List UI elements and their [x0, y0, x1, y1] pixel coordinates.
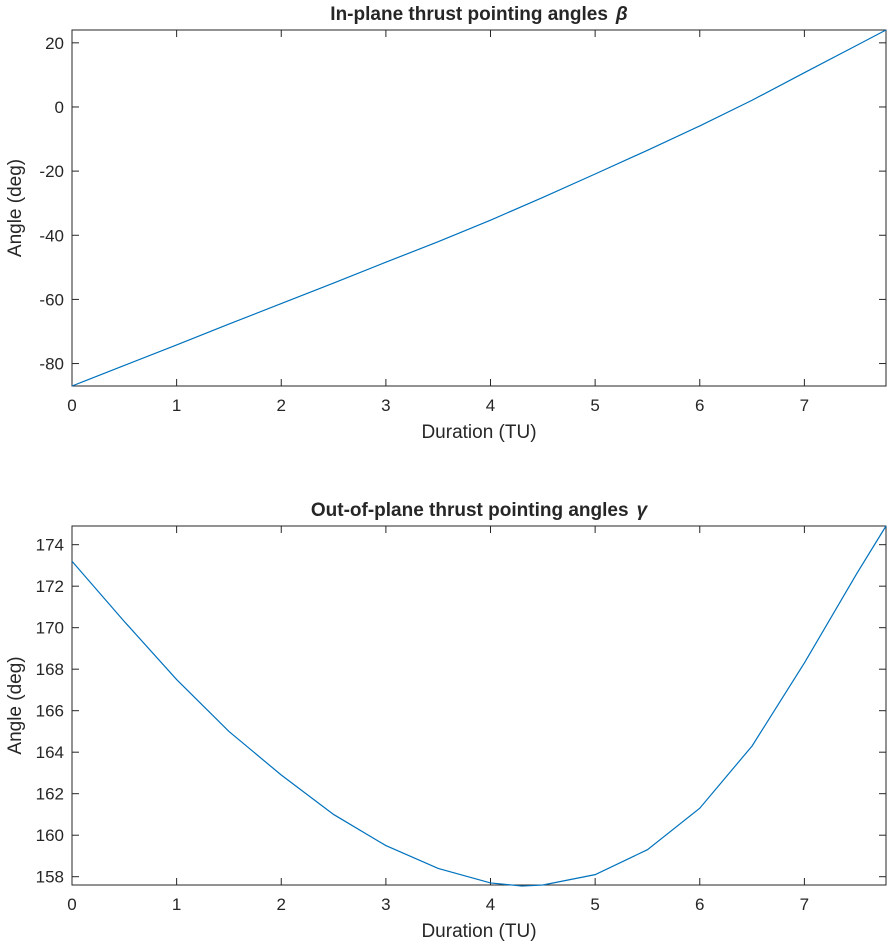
- y-tick-label: 170: [36, 619, 64, 638]
- chart-title-text: In-plane thrust pointing angles: [330, 4, 608, 25]
- x-axis-label: Duration (TU): [421, 422, 536, 443]
- y-tick-label: -60: [39, 290, 64, 309]
- x-tick-label: 6: [695, 895, 704, 914]
- chart-title-text: Out-of-plane thrust pointing angles: [311, 500, 629, 521]
- x-tick-label: 5: [590, 895, 599, 914]
- y-tick-label: 166: [36, 702, 64, 721]
- x-tick-label: 0: [67, 396, 76, 415]
- x-tick-label: 2: [277, 396, 286, 415]
- x-tick-label: 3: [381, 396, 390, 415]
- y-tick-label: 168: [36, 660, 64, 679]
- x-tick-label: 6: [695, 396, 704, 415]
- chart-title-symbol: β: [615, 4, 628, 25]
- y-axis-label: Angle (deg): [5, 159, 26, 257]
- axes-box: [71, 525, 887, 886]
- x-tick-label: 4: [486, 895, 495, 914]
- x-axis-label: Duration (TU): [421, 921, 536, 942]
- y-tick-label: 158: [36, 868, 64, 887]
- y-tick-label: 174: [36, 536, 64, 555]
- y-tick-label: -20: [39, 162, 64, 181]
- chart-title-symbol: γ: [637, 500, 649, 521]
- y-tick-label: 164: [36, 743, 64, 762]
- y-tick-label: 0: [55, 98, 64, 117]
- x-tick-label: 1: [172, 895, 181, 914]
- x-tick-label: 3: [381, 895, 390, 914]
- y-tick-label: 20: [45, 34, 64, 53]
- y-tick-label: 160: [36, 826, 64, 845]
- y-axis-label: Angle (deg): [5, 656, 26, 754]
- y-tick-label: -80: [39, 355, 64, 374]
- x-tick-label: 5: [590, 396, 599, 415]
- x-tick-label: 2: [277, 895, 286, 914]
- chart-title: Out-of-plane thrust pointing angles γ: [311, 500, 649, 521]
- y-tick-label: 172: [36, 577, 64, 596]
- x-tick-label: 0: [67, 895, 76, 914]
- x-tick-label: 1: [172, 396, 181, 415]
- x-tick-label: 7: [800, 396, 809, 415]
- x-tick-label: 4: [486, 396, 495, 415]
- y-tick-label: -40: [39, 226, 64, 245]
- series-line: [71, 29, 887, 387]
- plot-out-of-plane-angles: 0 1 2 3 4 5 6 7 158 160 162 164 166 168 170 172 174 Out-o…: [5, 500, 887, 942]
- plot-in-plane-angles: 0 1 2 3 4 5 6 7 -80 -60 -40 -20 0 20 In-plane thrust p…: [5, 4, 887, 443]
- series-line: [71, 525, 887, 887]
- y-tick-label: 162: [36, 785, 64, 804]
- axes-box: [71, 29, 887, 387]
- x-tick-label: 7: [800, 895, 809, 914]
- chart-title: In-plane thrust pointing angles β: [330, 4, 628, 25]
